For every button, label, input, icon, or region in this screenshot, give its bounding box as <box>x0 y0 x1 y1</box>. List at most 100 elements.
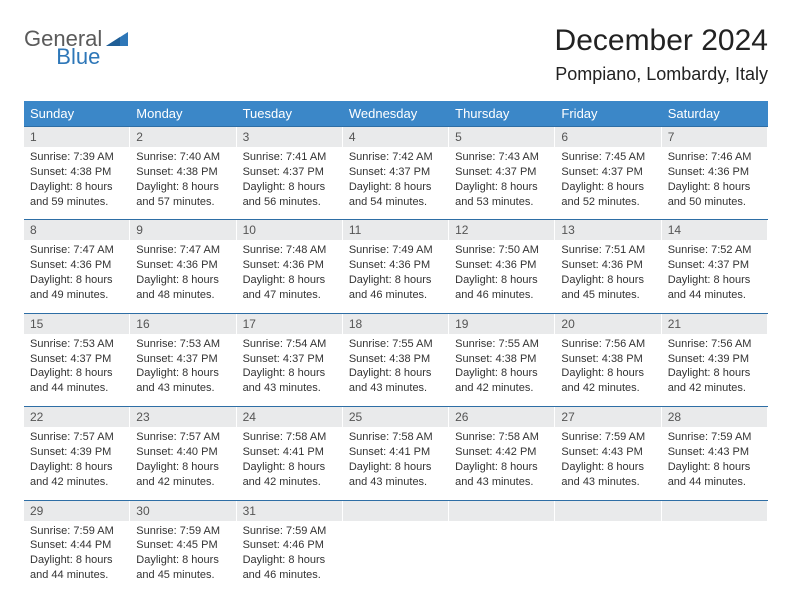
calendar-day-cell <box>449 500 555 593</box>
day-details: Sunrise: 7:42 AMSunset: 4:37 PMDaylight:… <box>343 147 449 219</box>
day-details <box>343 521 449 583</box>
calendar-day-cell: 2Sunrise: 7:40 AMSunset: 4:38 PMDaylight… <box>130 127 236 220</box>
calendar-day-cell: 4Sunrise: 7:42 AMSunset: 4:37 PMDaylight… <box>343 127 449 220</box>
calendar-day-cell: 11Sunrise: 7:49 AMSunset: 4:36 PMDayligh… <box>343 220 449 313</box>
day-number: 3 <box>237 127 343 147</box>
weekday-header: Saturday <box>662 101 768 127</box>
day-details: Sunrise: 7:45 AMSunset: 4:37 PMDaylight:… <box>555 147 661 219</box>
day-details: Sunrise: 7:46 AMSunset: 4:36 PMDaylight:… <box>662 147 768 219</box>
calendar-day-cell: 3Sunrise: 7:41 AMSunset: 4:37 PMDaylight… <box>237 127 343 220</box>
day-number: 29 <box>24 501 130 521</box>
weekday-header: Friday <box>555 101 661 127</box>
day-details: Sunrise: 7:56 AMSunset: 4:39 PMDaylight:… <box>662 334 768 406</box>
day-number <box>449 501 555 521</box>
calendar-day-cell: 14Sunrise: 7:52 AMSunset: 4:37 PMDayligh… <box>662 220 768 313</box>
day-details: Sunrise: 7:48 AMSunset: 4:36 PMDaylight:… <box>237 240 343 312</box>
day-number: 2 <box>130 127 236 147</box>
day-number: 19 <box>449 314 555 334</box>
day-number: 21 <box>662 314 768 334</box>
day-number: 5 <box>449 127 555 147</box>
day-details: Sunrise: 7:53 AMSunset: 4:37 PMDaylight:… <box>130 334 236 406</box>
day-number: 10 <box>237 220 343 240</box>
day-number: 20 <box>555 314 661 334</box>
day-details: Sunrise: 7:43 AMSunset: 4:37 PMDaylight:… <box>449 147 555 219</box>
day-details: Sunrise: 7:55 AMSunset: 4:38 PMDaylight:… <box>343 334 449 406</box>
calendar-day-cell: 29Sunrise: 7:59 AMSunset: 4:44 PMDayligh… <box>24 500 130 593</box>
calendar-day-cell: 8Sunrise: 7:47 AMSunset: 4:36 PMDaylight… <box>24 220 130 313</box>
weekday-header: Monday <box>130 101 236 127</box>
header: General Blue December 2024 Pompiano, Lom… <box>24 20 768 87</box>
calendar-week-row: 8Sunrise: 7:47 AMSunset: 4:36 PMDaylight… <box>24 220 768 313</box>
calendar-day-cell: 20Sunrise: 7:56 AMSunset: 4:38 PMDayligh… <box>555 313 661 406</box>
day-details: Sunrise: 7:59 AMSunset: 4:43 PMDaylight:… <box>555 427 661 499</box>
day-details: Sunrise: 7:51 AMSunset: 4:36 PMDaylight:… <box>555 240 661 312</box>
day-details: Sunrise: 7:47 AMSunset: 4:36 PMDaylight:… <box>24 240 130 312</box>
day-details: Sunrise: 7:58 AMSunset: 4:42 PMDaylight:… <box>449 427 555 499</box>
day-number: 13 <box>555 220 661 240</box>
day-number: 26 <box>449 407 555 427</box>
day-number: 16 <box>130 314 236 334</box>
calendar-week-row: 15Sunrise: 7:53 AMSunset: 4:37 PMDayligh… <box>24 313 768 406</box>
weekday-header: Wednesday <box>343 101 449 127</box>
calendar-day-cell: 7Sunrise: 7:46 AMSunset: 4:36 PMDaylight… <box>662 127 768 220</box>
page-title: December 2024 <box>555 24 768 58</box>
day-number: 15 <box>24 314 130 334</box>
calendar-day-cell: 22Sunrise: 7:57 AMSunset: 4:39 PMDayligh… <box>24 407 130 500</box>
calendar-day-cell: 28Sunrise: 7:59 AMSunset: 4:43 PMDayligh… <box>662 407 768 500</box>
day-details: Sunrise: 7:40 AMSunset: 4:38 PMDaylight:… <box>130 147 236 219</box>
day-details: Sunrise: 7:55 AMSunset: 4:38 PMDaylight:… <box>449 334 555 406</box>
day-number: 27 <box>555 407 661 427</box>
day-number: 8 <box>24 220 130 240</box>
day-details: Sunrise: 7:58 AMSunset: 4:41 PMDaylight:… <box>343 427 449 499</box>
calendar-day-cell: 1Sunrise: 7:39 AMSunset: 4:38 PMDaylight… <box>24 127 130 220</box>
day-details: Sunrise: 7:54 AMSunset: 4:37 PMDaylight:… <box>237 334 343 406</box>
day-details: Sunrise: 7:57 AMSunset: 4:40 PMDaylight:… <box>130 427 236 499</box>
day-details: Sunrise: 7:39 AMSunset: 4:38 PMDaylight:… <box>24 147 130 219</box>
day-details: Sunrise: 7:52 AMSunset: 4:37 PMDaylight:… <box>662 240 768 312</box>
day-details: Sunrise: 7:50 AMSunset: 4:36 PMDaylight:… <box>449 240 555 312</box>
day-details: Sunrise: 7:59 AMSunset: 4:44 PMDaylight:… <box>24 521 130 593</box>
day-details: Sunrise: 7:58 AMSunset: 4:41 PMDaylight:… <box>237 427 343 499</box>
day-number: 12 <box>449 220 555 240</box>
day-number: 30 <box>130 501 236 521</box>
day-details: Sunrise: 7:47 AMSunset: 4:36 PMDaylight:… <box>130 240 236 312</box>
calendar-day-cell: 31Sunrise: 7:59 AMSunset: 4:46 PMDayligh… <box>237 500 343 593</box>
calendar-day-cell: 23Sunrise: 7:57 AMSunset: 4:40 PMDayligh… <box>130 407 236 500</box>
calendar-week-row: 29Sunrise: 7:59 AMSunset: 4:44 PMDayligh… <box>24 500 768 593</box>
calendar-day-cell <box>662 500 768 593</box>
day-number: 25 <box>343 407 449 427</box>
calendar-day-cell <box>343 500 449 593</box>
day-details: Sunrise: 7:59 AMSunset: 4:45 PMDaylight:… <box>130 521 236 593</box>
logo: General Blue <box>24 20 176 52</box>
calendar-day-cell: 17Sunrise: 7:54 AMSunset: 4:37 PMDayligh… <box>237 313 343 406</box>
day-number: 1 <box>24 127 130 147</box>
day-number <box>555 501 661 521</box>
calendar-week-row: 1Sunrise: 7:39 AMSunset: 4:38 PMDaylight… <box>24 127 768 220</box>
day-number: 28 <box>662 407 768 427</box>
logo-text-blue: Blue <box>56 44 100 70</box>
calendar-day-cell: 19Sunrise: 7:55 AMSunset: 4:38 PMDayligh… <box>449 313 555 406</box>
day-number: 17 <box>237 314 343 334</box>
calendar-day-cell: 13Sunrise: 7:51 AMSunset: 4:36 PMDayligh… <box>555 220 661 313</box>
title-block: December 2024 Pompiano, Lombardy, Italy <box>555 20 768 87</box>
calendar-day-cell: 10Sunrise: 7:48 AMSunset: 4:36 PMDayligh… <box>237 220 343 313</box>
day-details: Sunrise: 7:41 AMSunset: 4:37 PMDaylight:… <box>237 147 343 219</box>
calendar-day-cell: 25Sunrise: 7:58 AMSunset: 4:41 PMDayligh… <box>343 407 449 500</box>
calendar-day-cell: 12Sunrise: 7:50 AMSunset: 4:36 PMDayligh… <box>449 220 555 313</box>
logo-mark-icon <box>106 28 128 51</box>
weekday-header: Tuesday <box>237 101 343 127</box>
calendar-day-cell: 15Sunrise: 7:53 AMSunset: 4:37 PMDayligh… <box>24 313 130 406</box>
day-details <box>449 521 555 583</box>
day-details: Sunrise: 7:53 AMSunset: 4:37 PMDaylight:… <box>24 334 130 406</box>
calendar-day-cell: 26Sunrise: 7:58 AMSunset: 4:42 PMDayligh… <box>449 407 555 500</box>
weekday-header: Thursday <box>449 101 555 127</box>
day-details: Sunrise: 7:56 AMSunset: 4:38 PMDaylight:… <box>555 334 661 406</box>
day-details: Sunrise: 7:49 AMSunset: 4:36 PMDaylight:… <box>343 240 449 312</box>
calendar-day-cell: 5Sunrise: 7:43 AMSunset: 4:37 PMDaylight… <box>449 127 555 220</box>
weekday-header: Sunday <box>24 101 130 127</box>
day-number: 24 <box>237 407 343 427</box>
day-number <box>343 501 449 521</box>
calendar-day-cell: 30Sunrise: 7:59 AMSunset: 4:45 PMDayligh… <box>130 500 236 593</box>
day-number: 22 <box>24 407 130 427</box>
day-number: 18 <box>343 314 449 334</box>
